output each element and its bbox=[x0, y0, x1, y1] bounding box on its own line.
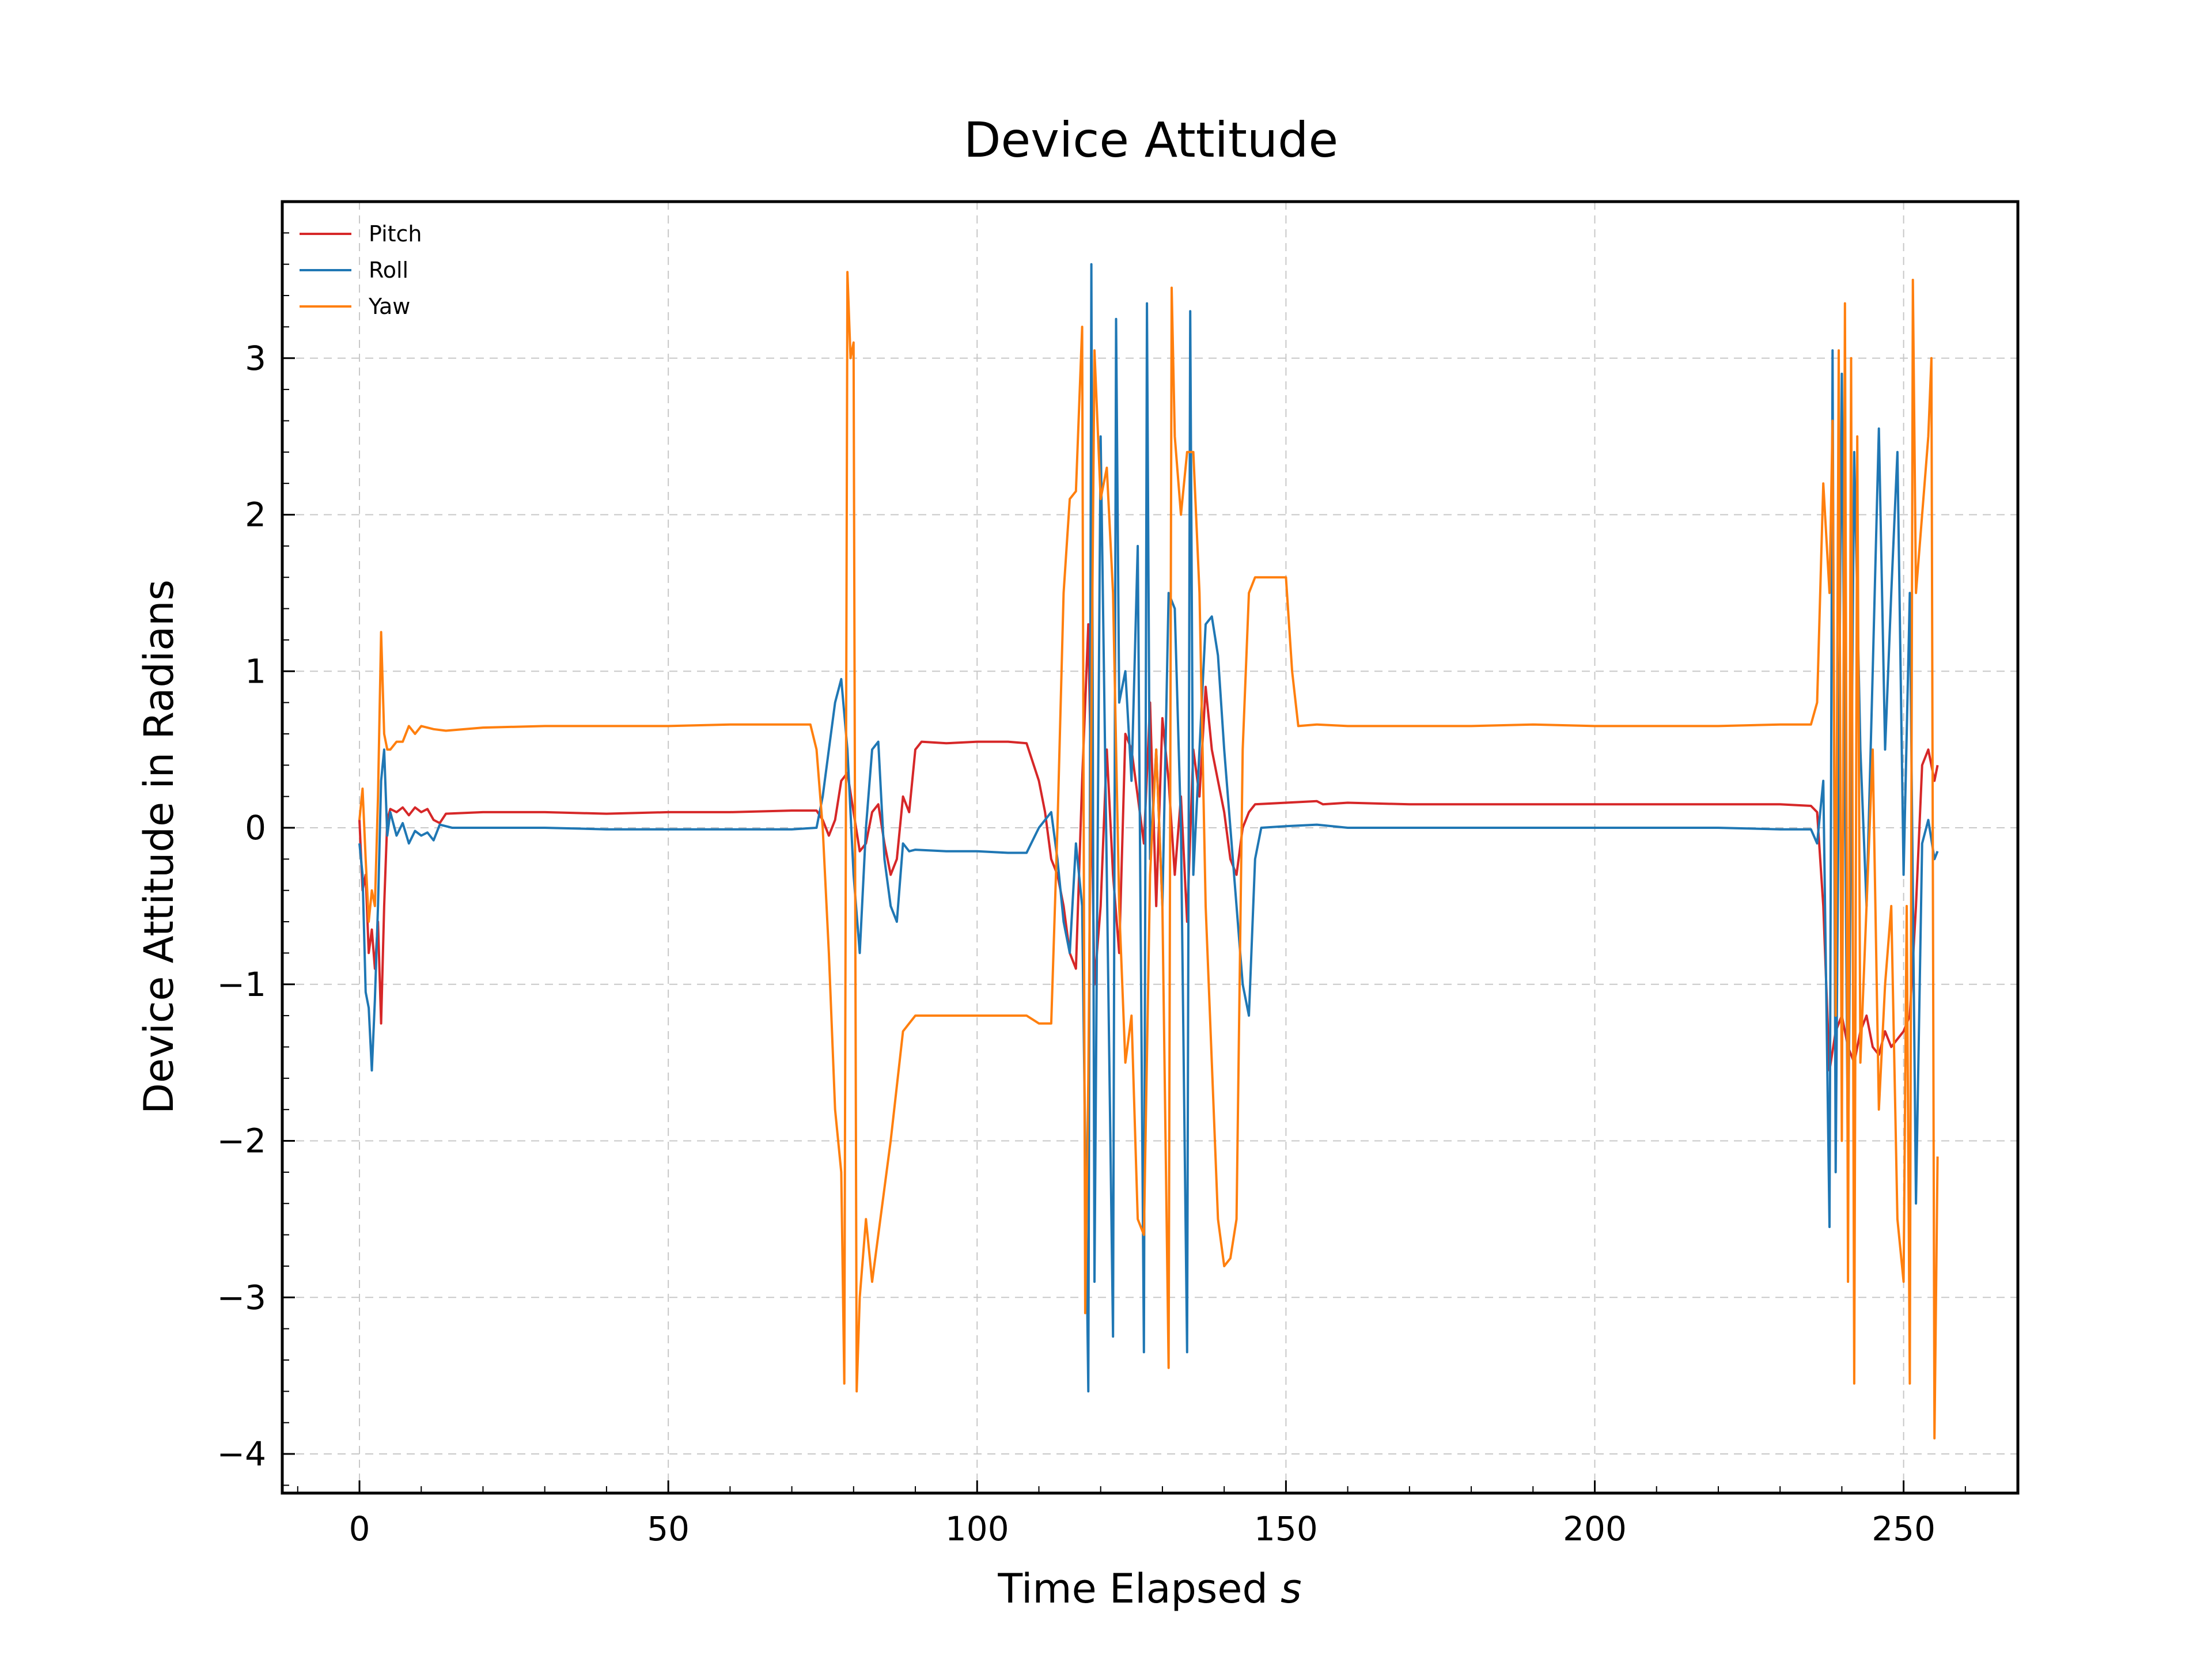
legend-label-yaw: Yaw bbox=[368, 294, 410, 319]
x-tick-label: 200 bbox=[1563, 1509, 1627, 1548]
legend-label-pitch: Pitch bbox=[369, 221, 422, 247]
x-tick-label: 50 bbox=[647, 1509, 690, 1548]
series-lines bbox=[358, 263, 1939, 1440]
x-tick-label: 100 bbox=[945, 1509, 1009, 1548]
y-tick-label: 1 bbox=[245, 652, 266, 691]
axis-ticks: 0 50 100 150 200 250 −4 −3 −2 −1 0 1 2 3 bbox=[217, 232, 1966, 1548]
legend-label-roll: Roll bbox=[369, 257, 408, 283]
x-axis-label: Time Elapsed s bbox=[997, 1565, 1301, 1612]
y-tick-label: −1 bbox=[217, 965, 267, 1004]
x-axis-label-text: Time Elapsed bbox=[997, 1565, 1268, 1612]
y-tick-label: −2 bbox=[217, 1122, 267, 1161]
legend: Pitch Roll Yaw bbox=[300, 221, 422, 319]
series-line-pitch bbox=[358, 623, 1939, 1072]
y-tick-label: −4 bbox=[217, 1434, 267, 1474]
x-tick-label: 150 bbox=[1254, 1509, 1318, 1548]
y-tick-label: −3 bbox=[217, 1278, 267, 1317]
y-tick-label: 0 bbox=[245, 808, 266, 847]
chart-title: Device Attitude bbox=[964, 112, 1338, 168]
plot-frame bbox=[281, 200, 2020, 1495]
series-line-roll bbox=[358, 263, 1939, 1393]
x-axis-unit: s bbox=[1281, 1565, 1301, 1612]
y-axis-label: Device Attitude in Radians bbox=[135, 579, 183, 1114]
x-tick-label: 250 bbox=[1872, 1509, 1936, 1548]
y-tick-label: 2 bbox=[245, 495, 266, 535]
series-line-yaw bbox=[358, 271, 1939, 1440]
gridlines bbox=[282, 202, 2018, 1493]
y-tick-label: 3 bbox=[245, 339, 266, 378]
x-tick-label: 0 bbox=[349, 1509, 370, 1548]
